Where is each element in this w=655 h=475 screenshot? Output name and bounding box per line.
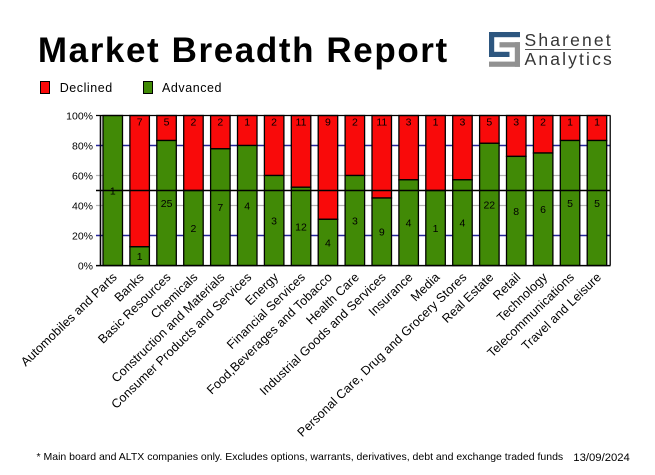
svg-text:1: 1: [433, 223, 439, 235]
svg-text:2: 2: [271, 117, 277, 129]
svg-text:4: 4: [459, 218, 465, 230]
svg-text:5: 5: [567, 198, 573, 210]
svg-text:4: 4: [244, 200, 250, 212]
svg-text:3: 3: [513, 117, 519, 129]
svg-text:20%: 20%: [72, 231, 93, 243]
svg-text:8: 8: [513, 206, 519, 218]
svg-text:12: 12: [295, 221, 307, 233]
svg-text:1: 1: [244, 117, 250, 129]
svg-text:5: 5: [486, 117, 492, 129]
svg-text:4: 4: [325, 237, 331, 249]
svg-text:40%: 40%: [72, 201, 93, 213]
svg-text:11: 11: [296, 117, 307, 129]
svg-text:1: 1: [110, 185, 116, 197]
svg-text:2: 2: [217, 117, 223, 129]
svg-text:3: 3: [271, 215, 277, 227]
svg-text:3: 3: [459, 117, 465, 129]
svg-text:1: 1: [594, 117, 600, 129]
svg-text:22: 22: [483, 199, 495, 211]
svg-text:6: 6: [540, 204, 546, 216]
svg-text:11: 11: [376, 117, 387, 129]
svg-text:60%: 60%: [72, 171, 93, 183]
svg-text:5: 5: [164, 117, 170, 129]
svg-text:1: 1: [433, 117, 439, 129]
svg-text:2: 2: [352, 117, 358, 129]
svg-text:2: 2: [190, 117, 196, 129]
svg-text:3: 3: [406, 117, 412, 129]
svg-text:25: 25: [161, 198, 173, 210]
svg-text:1: 1: [137, 251, 143, 263]
svg-text:0%: 0%: [78, 261, 93, 273]
svg-text:5: 5: [594, 198, 600, 210]
svg-text:9: 9: [379, 227, 385, 239]
svg-text:100%: 100%: [66, 111, 93, 123]
svg-text:9: 9: [325, 117, 331, 129]
svg-text:7: 7: [137, 117, 143, 129]
svg-text:2: 2: [540, 117, 546, 129]
svg-text:80%: 80%: [72, 141, 93, 153]
svg-text:7: 7: [217, 202, 223, 214]
svg-text:3: 3: [352, 215, 358, 227]
svg-text:4: 4: [406, 218, 412, 230]
svg-text:Automobiles and Parts: Automobiles and Parts: [18, 270, 120, 369]
svg-text:1: 1: [567, 117, 573, 129]
svg-text:2: 2: [190, 223, 196, 235]
